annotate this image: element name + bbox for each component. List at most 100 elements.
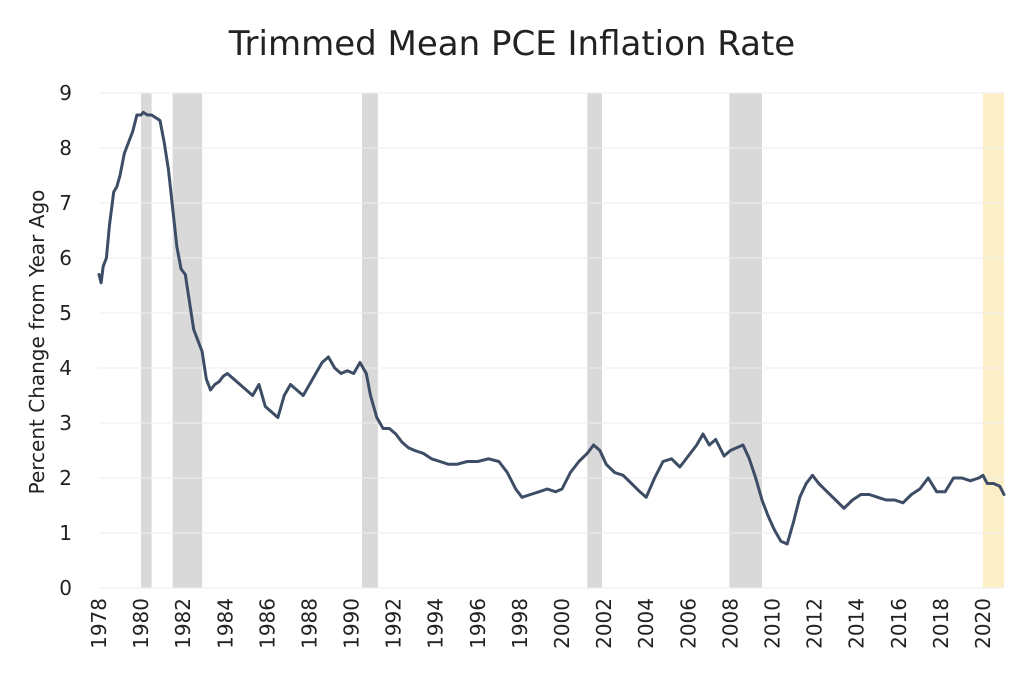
chart-title: Trimmed Mean PCE Inflation Rate <box>228 24 795 64</box>
x-tick-label: 1998 <box>508 598 532 649</box>
data-point <box>670 457 673 460</box>
x-tick-label: 1988 <box>297 598 321 649</box>
data-point <box>630 482 633 485</box>
data-point <box>708 443 711 447</box>
y-tick-label: 4 <box>59 356 72 380</box>
y-tick-label: 9 <box>59 81 72 105</box>
data-point <box>127 141 130 144</box>
x-tick-label: 1994 <box>424 598 448 649</box>
data-point <box>701 432 705 436</box>
data-point <box>295 388 299 392</box>
y-axis-ticks: 0 1 2 3 4 5 6 7 8 9 <box>59 81 72 600</box>
x-tick-label: 1990 <box>340 598 364 649</box>
data-point <box>554 490 557 493</box>
data-point <box>981 474 985 477</box>
data-point <box>748 457 751 460</box>
data-point <box>447 463 450 466</box>
data-point <box>569 471 572 474</box>
data-point <box>613 471 616 474</box>
data-point <box>196 339 200 342</box>
x-tick-label: 1980 <box>129 598 153 649</box>
data-point <box>592 443 595 447</box>
data-point <box>200 350 204 353</box>
data-point <box>333 366 336 370</box>
x-axis-ticks: 1978 1980 1982 1984 1986 1988 1990 1992 1994 1996… <box>87 598 995 649</box>
data-point <box>546 487 549 491</box>
data-point <box>918 487 922 491</box>
x-tick-label: 1996 <box>466 598 490 649</box>
data-point <box>209 388 212 392</box>
data-point <box>520 496 524 499</box>
data-point <box>842 507 846 510</box>
y-tick-label: 5 <box>59 301 72 325</box>
data-point <box>421 452 425 455</box>
y-tick-label: 1 <box>59 521 72 545</box>
data-point <box>560 487 564 491</box>
data-point <box>163 141 166 144</box>
x-tick-label: 2014 <box>845 598 869 649</box>
data-point <box>605 463 608 466</box>
data-point <box>276 416 280 419</box>
data-point <box>257 383 261 386</box>
data-point <box>722 454 726 458</box>
data-point <box>586 452 589 455</box>
data-point <box>729 449 732 452</box>
data-point <box>413 449 416 452</box>
data-point <box>927 476 930 480</box>
y-tick-label: 6 <box>59 246 72 270</box>
series-layer <box>97 110 1006 546</box>
data-point <box>901 501 905 504</box>
data-point <box>205 377 208 381</box>
data-point <box>192 328 195 331</box>
data-point <box>514 487 517 491</box>
data-point <box>146 113 149 117</box>
data-point <box>245 388 248 392</box>
data-point <box>102 265 105 268</box>
data-point <box>320 361 324 364</box>
data-point <box>985 482 989 485</box>
data-point <box>283 394 286 397</box>
data-point <box>455 463 458 466</box>
data-point <box>998 485 1001 488</box>
data-point <box>910 493 913 496</box>
x-tick-label: 1984 <box>213 598 237 649</box>
data-point <box>438 460 442 463</box>
data-point <box>969 479 972 482</box>
data-point <box>167 168 170 172</box>
data-point <box>400 441 404 444</box>
data-point <box>992 482 995 485</box>
data-point <box>118 174 122 177</box>
data-point <box>621 474 625 477</box>
data-point <box>251 394 254 397</box>
data-point <box>714 438 717 441</box>
data-point <box>817 482 820 485</box>
data-point <box>139 113 143 117</box>
x-tick-label: 2020 <box>971 598 995 649</box>
data-point <box>952 476 955 480</box>
data-point <box>141 111 145 114</box>
x-tick-label: 2004 <box>634 598 658 649</box>
data-point <box>834 498 837 502</box>
data-point <box>935 490 938 493</box>
data-point <box>175 245 179 249</box>
data-point <box>327 355 330 359</box>
data-point <box>184 273 187 276</box>
data-point <box>301 394 305 397</box>
x-tick-label: 2008 <box>718 598 742 649</box>
x-tick-label: 1986 <box>255 598 279 649</box>
data-point <box>893 498 896 502</box>
data-point <box>529 493 532 496</box>
data-point <box>786 542 789 546</box>
data-point <box>687 454 690 458</box>
data-point <box>407 446 410 449</box>
y-tick-label: 7 <box>59 191 72 215</box>
data-point <box>1002 493 1006 496</box>
data-point <box>171 207 174 210</box>
data-point <box>99 281 103 284</box>
recession-shaded-band <box>587 93 603 588</box>
data-point <box>798 496 802 499</box>
x-tick-label: 2010 <box>760 598 784 649</box>
y-axis-title: Percent Change from Year Ago <box>25 190 49 495</box>
data-point <box>154 116 158 119</box>
